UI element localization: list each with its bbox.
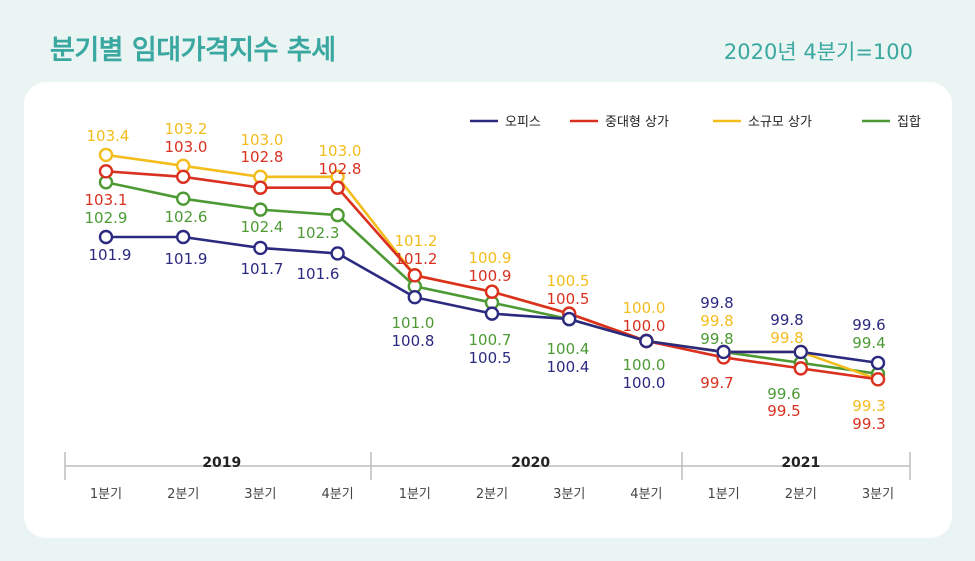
x-tick-label: 2분기 — [476, 487, 508, 502]
year-label: 2019 — [202, 455, 241, 471]
data-point — [793, 361, 808, 376]
data-point — [175, 229, 191, 245]
data-label: 99.8 — [770, 311, 803, 329]
data-point — [98, 164, 114, 179]
x-tick-label: 3분기 — [862, 487, 894, 502]
data-label: 99.8 — [770, 329, 803, 347]
data-label: 100.0 — [623, 356, 666, 374]
legend-label: 집합 — [897, 115, 921, 130]
data-point — [716, 344, 731, 360]
data-label: 100.8 — [392, 332, 435, 350]
data-label: 100.0 — [623, 317, 666, 335]
data-label: 103.0 — [241, 131, 284, 149]
data-point — [330, 180, 345, 195]
data-label: 102.4 — [241, 218, 284, 236]
x-tick-label: 1분기 — [90, 487, 122, 502]
x-tick-label: 4분기 — [630, 487, 662, 502]
data-label: 102.6 — [165, 208, 208, 226]
data-label: 101.6 — [297, 265, 340, 283]
data-label: 102.8 — [319, 160, 362, 178]
legend-label: 소규모 상가 — [748, 115, 812, 130]
x-tick-label: 2분기 — [785, 487, 817, 502]
legend-item: 소규모 상가 — [713, 115, 812, 130]
data-label: 100.5 — [469, 349, 512, 367]
data-point — [330, 207, 345, 223]
data-point — [870, 372, 886, 387]
x-tick-label: 1분기 — [707, 487, 739, 502]
legend-item: 집합 — [862, 115, 921, 130]
data-point — [407, 268, 422, 283]
data-label: 100.4 — [547, 358, 590, 376]
data-point — [793, 344, 808, 360]
data-label: 99.6 — [852, 316, 885, 334]
data-label: 102.8 — [241, 148, 284, 166]
legend-item: 오피스 — [470, 115, 541, 130]
data-point — [484, 306, 500, 321]
data-label: 101.2 — [395, 250, 438, 268]
data-label: 99.8 — [700, 294, 733, 312]
data-point — [98, 147, 114, 163]
x-tick-label: 3분기 — [244, 487, 276, 502]
data-label: 100.5 — [547, 290, 590, 308]
data-point — [175, 191, 191, 206]
data-label: 103.0 — [319, 142, 362, 160]
data-label: 103.0 — [165, 138, 208, 156]
data-label: 103.4 — [87, 127, 130, 145]
legend-label: 중대형 상가 — [605, 115, 669, 130]
year-label: 2020 — [511, 455, 550, 471]
data-label: 99.3 — [852, 415, 885, 433]
data-point — [562, 311, 577, 327]
data-label: 101.2 — [395, 232, 438, 250]
data-label: 99.8 — [700, 330, 733, 348]
x-tick-label: 2분기 — [167, 487, 199, 502]
data-label: 103.2 — [165, 120, 208, 138]
data-label: 103.1 — [85, 191, 128, 209]
base-period-note: 2020년 4분기=100 — [723, 40, 913, 64]
data-point — [407, 290, 422, 305]
data-label: 100.4 — [547, 340, 590, 358]
data-label: 100.7 — [469, 331, 512, 349]
x-tick-label: 4분기 — [321, 487, 353, 502]
data-label: 100.0 — [623, 299, 666, 317]
data-label: 100.9 — [469, 267, 512, 285]
data-point — [253, 180, 268, 195]
data-label: 99.7 — [700, 374, 733, 392]
data-label: 99.8 — [700, 312, 733, 330]
year-label: 2021 — [781, 455, 820, 471]
legend-label: 오피스 — [505, 115, 541, 130]
data-label: 100.9 — [469, 249, 512, 267]
data-label: 101.9 — [165, 250, 208, 268]
data-label: 102.3 — [297, 224, 340, 242]
data-point — [175, 169, 191, 184]
data-point — [330, 246, 345, 261]
page-title: 분기별 임대가격지수 추세 — [50, 35, 336, 66]
data-label: 100.5 — [547, 272, 590, 290]
data-label: 101.7 — [241, 260, 284, 278]
data-point — [639, 333, 654, 349]
data-label: 101.9 — [89, 246, 132, 264]
data-label: 99.6 — [767, 385, 800, 403]
legend-item: 중대형 상가 — [570, 115, 669, 130]
data-point — [253, 202, 268, 217]
data-label: 100.0 — [623, 374, 666, 392]
data-label: 99.3 — [852, 397, 885, 415]
data-label: 99.5 — [767, 402, 800, 420]
x-tick-label: 1분기 — [399, 487, 431, 502]
data-point — [870, 355, 886, 371]
data-point — [98, 229, 114, 245]
data-label: 101.0 — [392, 314, 435, 332]
data-label: 99.4 — [852, 334, 885, 352]
x-tick-label: 3분기 — [553, 487, 585, 502]
data-point — [484, 284, 500, 299]
data-point — [253, 240, 268, 256]
data-label: 102.9 — [85, 209, 128, 227]
